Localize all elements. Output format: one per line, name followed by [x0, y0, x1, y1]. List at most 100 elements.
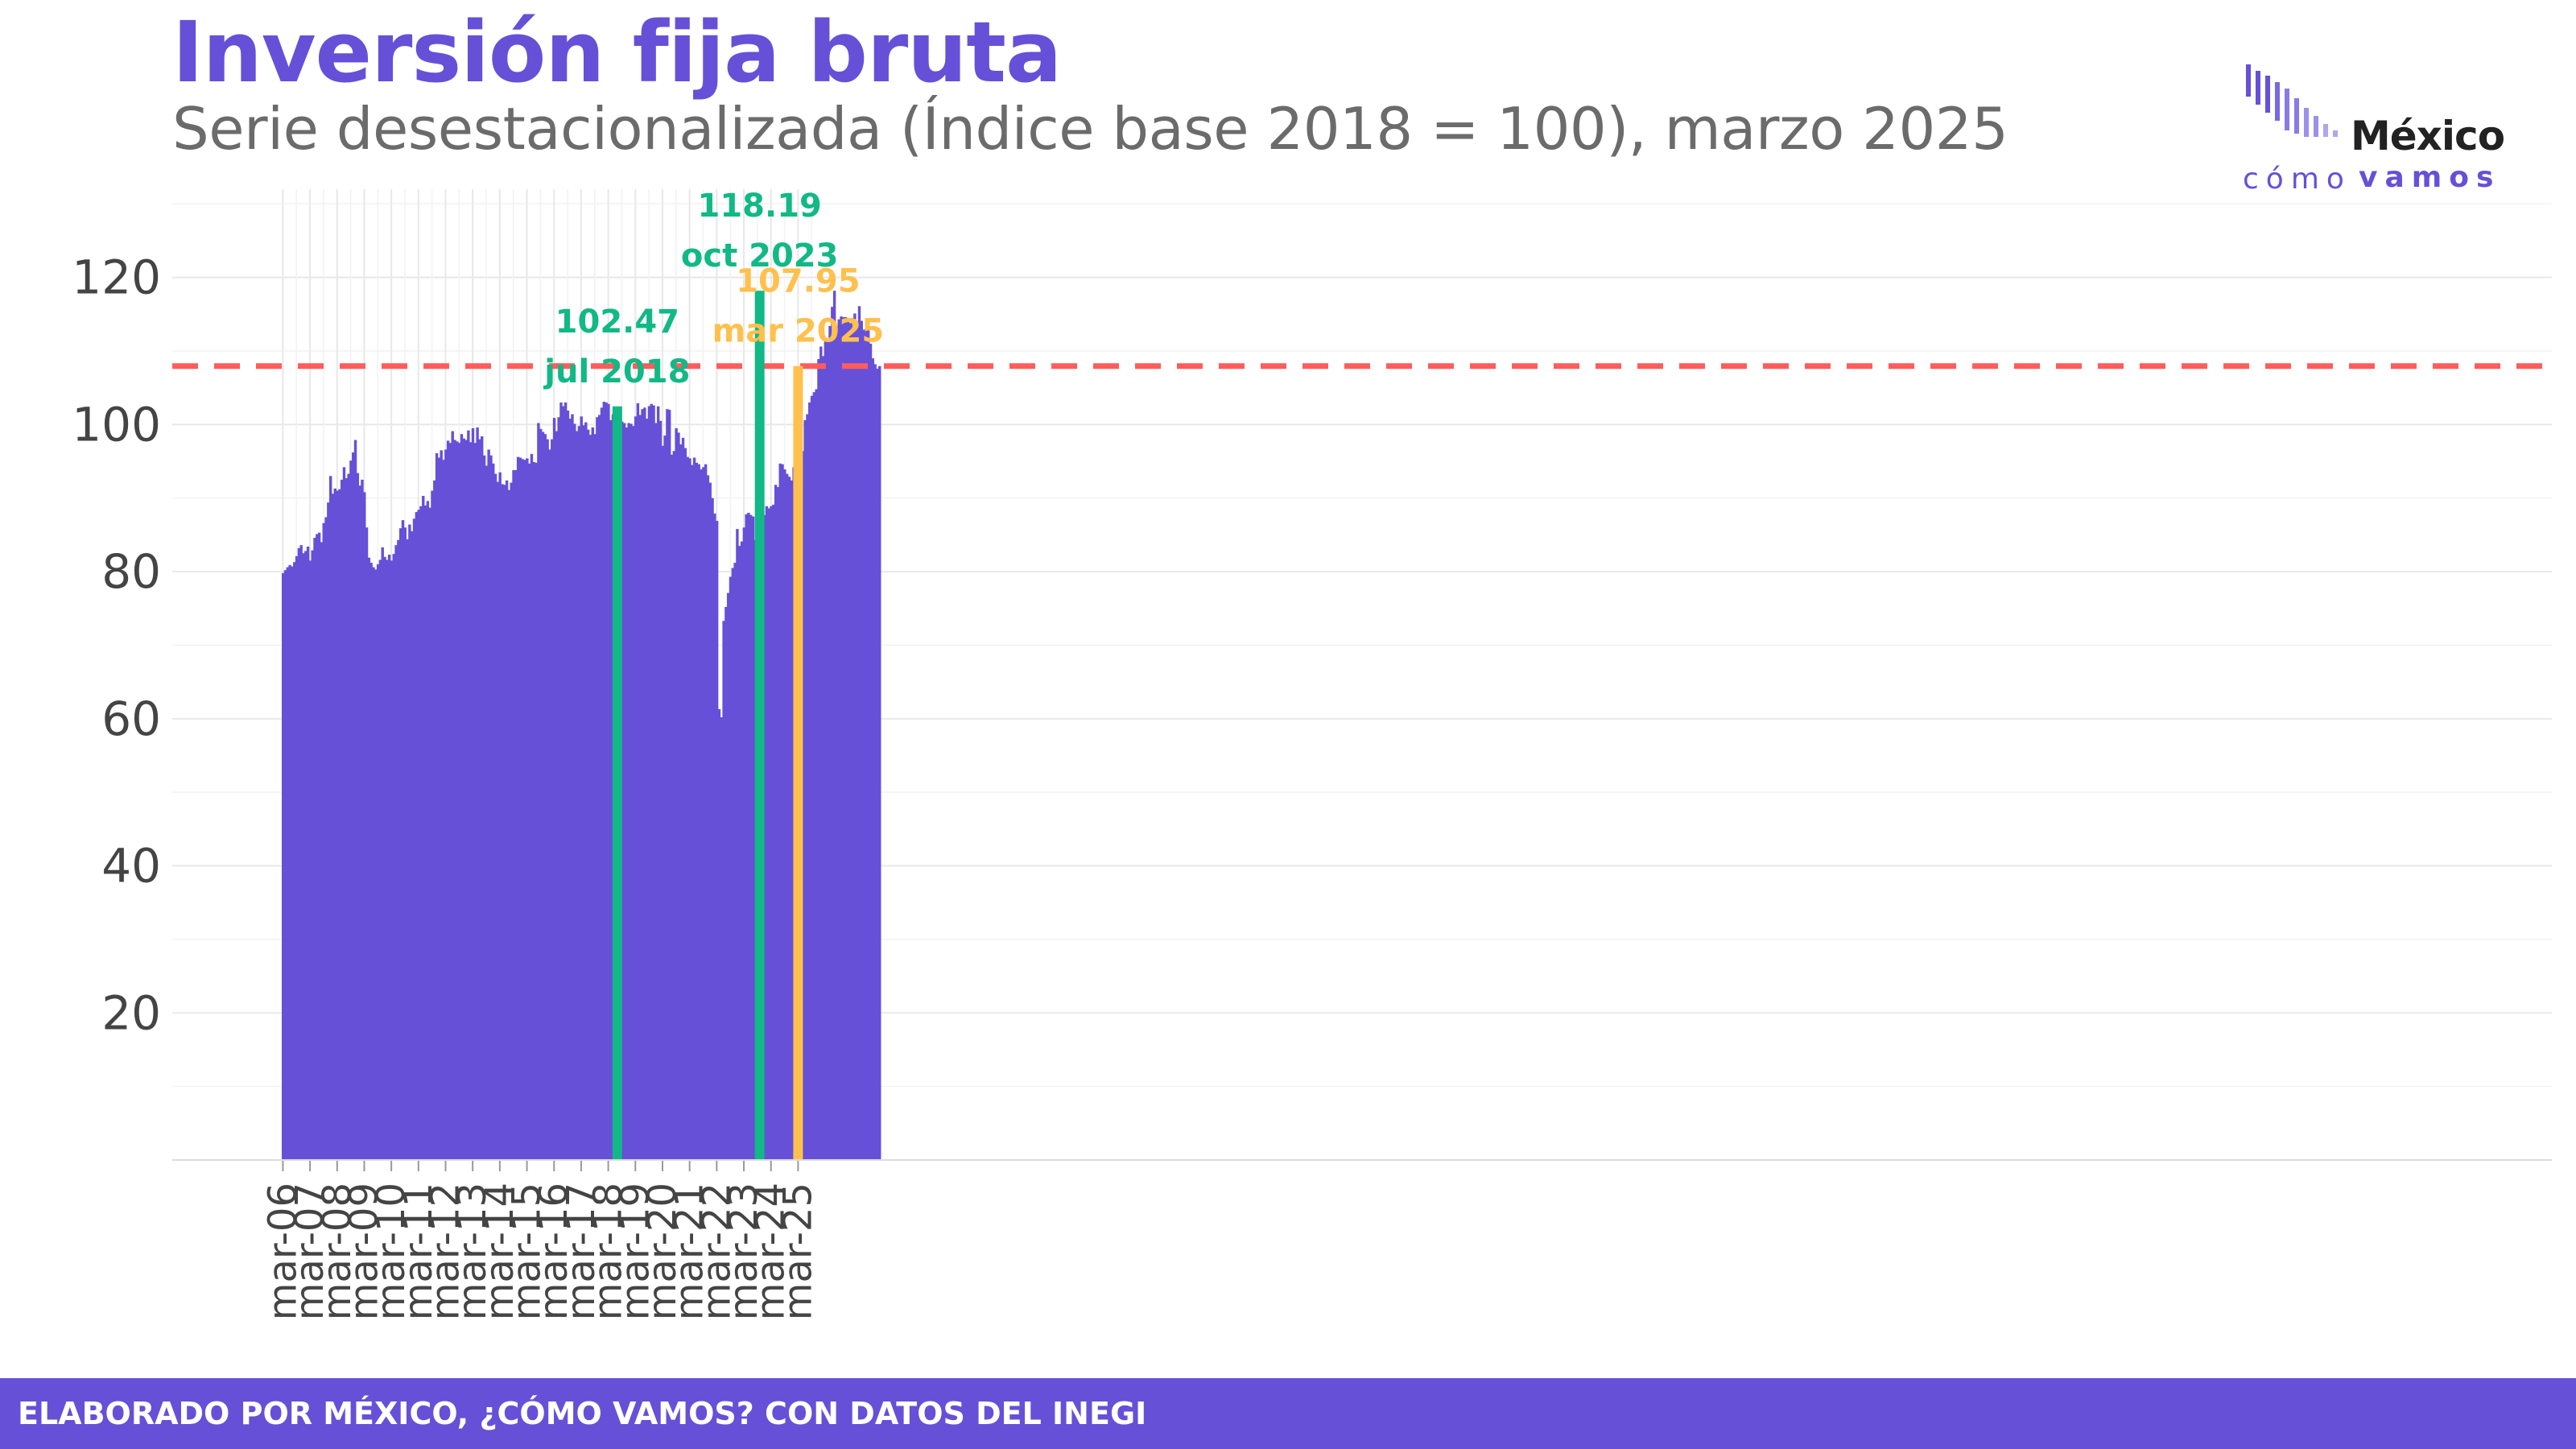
logo-text-como: cómo: [2243, 163, 2351, 196]
bar: [647, 406, 651, 1161]
bar: [677, 432, 680, 1160]
bar: [878, 365, 881, 1160]
bar: [846, 321, 850, 1160]
bar: [557, 417, 560, 1160]
bar: [526, 458, 529, 1160]
bar: [783, 469, 786, 1160]
x-tick-label: mar-17: [559, 1183, 604, 1320]
bar: [582, 425, 585, 1160]
bar: [568, 419, 572, 1160]
bar: [876, 368, 879, 1161]
bar: [837, 319, 840, 1160]
bar: [650, 403, 653, 1160]
bar: [291, 566, 294, 1160]
footer-bar: ELABORADO POR MÉXICO, ¿CÓMO VAMOS? CON D…: [0, 1378, 2576, 1449]
bar: [352, 452, 355, 1160]
source-note: ELABORADO POR MÉXICO, ¿CÓMO VAMOS? CON D…: [18, 1396, 1147, 1431]
bar: [363, 492, 366, 1160]
y-tick-label: 120: [72, 250, 161, 305]
bar: [546, 439, 549, 1160]
bar: [482, 455, 486, 1160]
bar: [562, 406, 565, 1161]
bar: [770, 506, 773, 1160]
bar: [286, 567, 290, 1160]
bar: [740, 541, 744, 1160]
bar: [726, 592, 730, 1160]
bar: [596, 417, 599, 1160]
bar: [437, 457, 441, 1160]
bar: [501, 484, 504, 1160]
highlight-value-label: 107.95: [736, 263, 860, 300]
bar: [774, 485, 778, 1160]
highlight-bar: [612, 406, 622, 1160]
x-tick-label: mar-18: [586, 1183, 631, 1320]
bar: [446, 440, 450, 1160]
bar: [781, 464, 784, 1160]
bar-series: [282, 291, 881, 1161]
bar: [667, 410, 671, 1160]
bar: [708, 482, 712, 1160]
bar: [602, 402, 606, 1161]
bar: [481, 436, 484, 1160]
bar: [392, 554, 395, 1160]
bar: [336, 490, 339, 1160]
bar: [322, 522, 325, 1160]
bar: [282, 572, 285, 1160]
bar: [302, 553, 305, 1160]
bar: [842, 316, 845, 1161]
y-tick-label: 100: [72, 397, 161, 452]
bar: [333, 488, 336, 1160]
bar: [476, 427, 479, 1160]
bar: [853, 313, 857, 1160]
x-tick-label: mar-23: [721, 1183, 766, 1320]
bar: [460, 434, 464, 1160]
x-tick-label: mar-09: [341, 1183, 386, 1320]
bar: [672, 451, 676, 1160]
bar: [715, 521, 719, 1160]
bar: [706, 475, 710, 1160]
bar: [828, 325, 832, 1160]
bar: [625, 427, 629, 1160]
bar: [869, 343, 873, 1160]
bar: [383, 556, 386, 1160]
bar: [691, 464, 694, 1160]
bar: [369, 563, 373, 1160]
bar: [717, 708, 721, 1160]
bar: [552, 418, 556, 1160]
bar: [435, 452, 439, 1160]
bar: [742, 527, 746, 1160]
x-tick-label: mar-16: [531, 1183, 576, 1320]
bar: [401, 520, 405, 1160]
bar: [448, 443, 452, 1160]
bar: [591, 427, 594, 1160]
y-tick-label: 20: [101, 985, 161, 1040]
bar: [440, 450, 443, 1160]
bar: [656, 406, 660, 1160]
bar: [627, 423, 630, 1160]
bar: [316, 534, 319, 1160]
bar: [826, 339, 829, 1160]
bar: [451, 431, 454, 1160]
bar: [692, 457, 696, 1160]
bar: [597, 415, 601, 1160]
bar: [471, 427, 475, 1160]
bar: [778, 463, 782, 1160]
bar: [605, 402, 608, 1160]
bar: [711, 497, 714, 1160]
bar: [422, 495, 425, 1160]
bar: [835, 326, 839, 1161]
bar: [566, 411, 570, 1161]
bar: [855, 325, 859, 1160]
bar: [555, 431, 559, 1160]
bar: [551, 439, 554, 1160]
bar: [386, 559, 389, 1160]
x-tick-label: mar-06: [260, 1183, 305, 1320]
bar: [832, 291, 836, 1160]
x-tick-label: mar-21: [667, 1183, 712, 1320]
bar: [288, 564, 291, 1160]
bar: [679, 444, 683, 1160]
bar: [776, 487, 780, 1160]
bar: [320, 542, 324, 1160]
bar: [423, 505, 427, 1160]
bar: [675, 427, 678, 1160]
